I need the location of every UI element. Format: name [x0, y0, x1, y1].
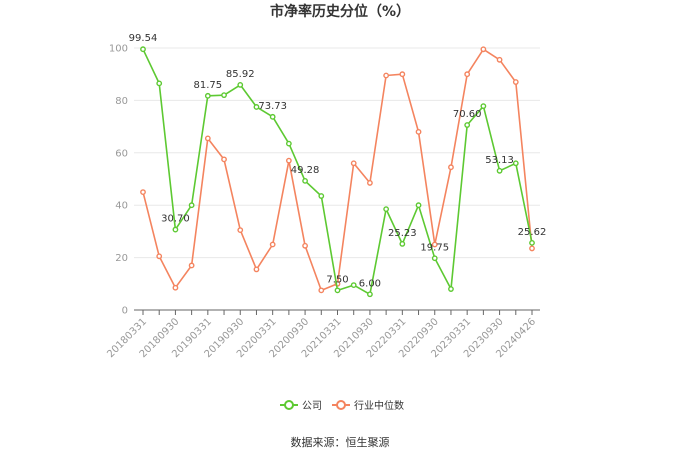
point-company[interactable]	[188, 202, 195, 209]
point-company[interactable]	[448, 286, 454, 292]
point-company[interactable]	[204, 92, 211, 99]
chart-title: 市净率历史分位（%）	[270, 3, 410, 20]
legend-label-company: 公司	[302, 401, 322, 412]
point-industry-median[interactable]	[253, 266, 260, 273]
legend-item-company[interactable]: 公司	[280, 400, 322, 412]
point-company[interactable]	[334, 287, 341, 294]
point-industry-median[interactable]	[464, 71, 471, 78]
point-industry-median[interactable]	[221, 156, 227, 163]
point-industry-median[interactable]	[399, 71, 406, 78]
point-industry-median[interactable]	[237, 227, 244, 233]
point-industry-median[interactable]	[480, 46, 487, 53]
point-company[interactable]	[415, 202, 422, 209]
point-industry-median[interactable]	[269, 241, 276, 248]
point-company[interactable]	[383, 206, 390, 213]
point-company[interactable]	[237, 81, 244, 88]
legend-marker-industry-median	[336, 400, 346, 410]
point-company[interactable]	[350, 282, 357, 289]
point-industry-median[interactable]	[415, 128, 422, 135]
series-layer	[140, 46, 535, 298]
point-industry-median[interactable]	[529, 245, 535, 252]
series-company	[140, 46, 535, 298]
point-company[interactable]	[269, 113, 276, 120]
point-industry-median[interactable]	[156, 253, 163, 260]
y-tick-label: 80	[115, 96, 128, 107]
point-company[interactable]	[156, 80, 163, 87]
data-label: 30.70	[161, 214, 190, 225]
point-company[interactable]	[529, 239, 535, 246]
data-label: 53.13	[485, 155, 514, 166]
y-tick-label: 40	[115, 201, 128, 212]
point-company[interactable]	[221, 92, 227, 99]
point-industry-median[interactable]	[448, 164, 454, 171]
point-company[interactable]	[172, 226, 179, 233]
point-industry-median[interactable]	[350, 160, 357, 167]
data-label: 81.75	[194, 80, 223, 91]
data-label: 73.73	[258, 101, 287, 112]
point-industry-median[interactable]	[302, 242, 308, 249]
data-label: 7.50	[326, 274, 348, 285]
point-company[interactable]	[512, 160, 519, 167]
data-label: 99.54	[129, 33, 158, 44]
point-industry-median[interactable]	[496, 56, 503, 63]
point-industry-median[interactable]	[172, 284, 179, 291]
data-label: 25.62	[518, 227, 547, 238]
point-industry-median[interactable]	[367, 180, 373, 186]
point-industry-median[interactable]	[204, 135, 211, 142]
legend-label-industry-median: 行业中位数	[354, 399, 404, 412]
point-industry-median[interactable]	[431, 241, 438, 248]
grid	[134, 47, 540, 259]
point-industry-median[interactable]	[285, 157, 292, 164]
point-industry-median[interactable]	[188, 262, 195, 269]
data-label: 70.60	[453, 109, 482, 120]
point-company[interactable]	[464, 122, 471, 128]
series-industry-median	[140, 46, 535, 294]
y-tick-label: 20	[115, 253, 128, 264]
legend[interactable]: 公司 行业中位数	[280, 399, 404, 412]
point-company[interactable]	[367, 291, 373, 298]
point-industry-median[interactable]	[318, 287, 325, 294]
data-label: 49.28	[291, 165, 320, 176]
data-label: 6.00	[359, 278, 381, 289]
point-industry-median[interactable]	[512, 79, 519, 85]
point-company[interactable]	[399, 240, 406, 247]
point-company[interactable]	[285, 140, 292, 147]
point-company[interactable]	[318, 193, 325, 199]
point-company[interactable]	[480, 103, 487, 110]
data-source-note: 数据来源：恒生聚源	[291, 435, 390, 449]
point-company[interactable]	[431, 255, 438, 262]
point-company[interactable]	[253, 104, 260, 110]
point-industry-median[interactable]	[140, 189, 146, 196]
point-company[interactable]	[140, 46, 146, 53]
data-label: 25.23	[388, 228, 417, 239]
point-company[interactable]	[302, 177, 308, 184]
point-industry-median[interactable]	[383, 72, 390, 79]
y-tick-label: 100	[109, 44, 128, 55]
data-label: 19.75	[420, 242, 449, 253]
y-tick-label: 0	[122, 306, 128, 317]
data-label: 85.92	[226, 69, 255, 80]
legend-marker-company	[284, 400, 294, 410]
y-tick-label: 60	[115, 148, 128, 159]
legend-item-industry-median[interactable]: 行业中位数	[332, 399, 404, 412]
point-company[interactable]	[496, 167, 503, 174]
